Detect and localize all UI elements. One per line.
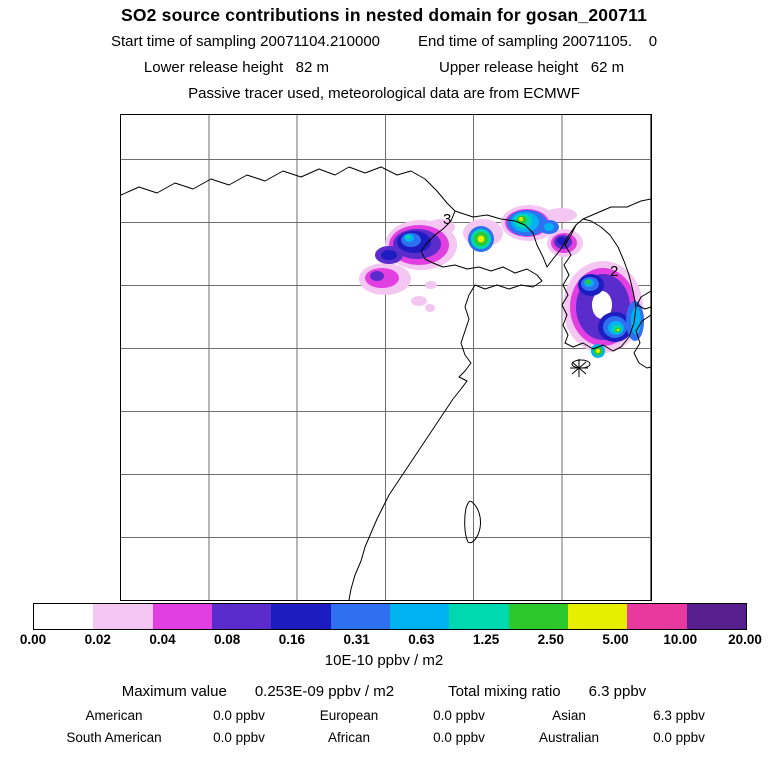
colorbar-tick-label: 5.00: [602, 632, 629, 647]
region-value: 0.0 ppbv: [433, 730, 485, 745]
region-name: Asian: [552, 708, 586, 723]
region-value: 0.0 ppbv: [213, 708, 265, 723]
colorbar-tick-label: 2.50: [537, 632, 564, 647]
source-marker-2: 2: [610, 263, 619, 280]
region-value: 6.3 ppbv: [653, 708, 705, 723]
total-mixing-ratio-label: Total mixing ratio: [448, 683, 561, 700]
tracer-note-row: Passive tracer used, meteorological data…: [0, 85, 768, 102]
colorbar-tick-label: 0.31: [343, 632, 370, 647]
colorbar-segment: [330, 604, 390, 629]
end-time-text: End time of sampling 20071105. 0: [418, 33, 658, 50]
colorbar-tick-label: 10.00: [663, 632, 698, 647]
release-height-row: Lower release height 82 m Upper release …: [0, 59, 768, 76]
colorbar-tick-label: 0.16: [278, 632, 306, 647]
colorbar-segment: [567, 604, 628, 629]
upper-release-height-text: Upper release height 62 m: [439, 59, 625, 76]
colorbar-tick-label: 1.25: [472, 632, 500, 647]
map-canvas: [121, 166, 651, 600]
sampling-time-row: Start time of sampling 20071104.210000 E…: [0, 33, 768, 50]
colorbar-segment: [152, 604, 212, 629]
colorbar-segment: [508, 604, 568, 629]
colorbar-segment: [93, 604, 153, 629]
page-title: SO2 source contributions in nested domai…: [120, 5, 648, 25]
source-marker-3: 3: [443, 211, 452, 228]
colorbar-tick-label: 0.00: [19, 632, 47, 647]
colorbar-segment: [627, 604, 687, 629]
colorbar-segment: [271, 604, 331, 629]
maximum-value: 0.253E-09 ppbv / m2: [254, 683, 395, 700]
colorbar-segment: [34, 604, 94, 629]
summary-stats-row: Maximum value 0.253E-09 ppbv / m2 Total …: [0, 683, 768, 700]
colorbar-tick-label: 20.00: [728, 632, 762, 647]
colorbar-segment: [686, 604, 746, 629]
colorbar-tick-label: 0.08: [214, 632, 241, 647]
region-name: American: [85, 708, 143, 723]
coastline-paths: [121, 166, 651, 600]
concentration-plumes: [359, 205, 644, 358]
region-stats: American 0.0 ppbv European 0.0 ppbv Asian 6.3…: [39, 708, 729, 745]
lower-release-height-text: Lower release height 82 m: [143, 59, 329, 76]
receptor-star-icon: [570, 359, 588, 377]
region-name: African: [327, 730, 371, 745]
colorbar-tick-label: 0.04: [149, 632, 176, 647]
colorbar-tick-label: 0.02: [84, 632, 111, 647]
region-value: 0.0 ppbv: [653, 730, 705, 745]
colorbar-segment: [389, 604, 450, 629]
region-name: South American: [66, 730, 162, 745]
map-panel: 3 2: [120, 114, 652, 601]
region-value: 0.0 ppbv: [433, 708, 485, 723]
colorbar-tick-label: 0.63: [408, 632, 435, 647]
colorbar-segment: [211, 604, 272, 629]
start-time-text: Start time of sampling 20071104.210000: [110, 33, 381, 50]
region-name: European: [319, 708, 379, 723]
maximum-value-label: Maximum value: [121, 683, 227, 700]
colorbar-segments: [33, 603, 747, 630]
region-value: 0.0 ppbv: [213, 730, 265, 745]
colorbar-units-label: 10E-10 ppbv / m2: [324, 652, 444, 669]
tracer-note-text: Passive tracer used, meteorological data…: [188, 85, 580, 102]
colorbar-segment: [449, 604, 509, 629]
colorbar-ticks: 0.00 0.02 0.04 0.08 0.16 0.31 0.63 1.25 2.50 5.00…: [20, 632, 762, 649]
region-name: Australian: [538, 730, 600, 745]
total-mixing-ratio-value: 6.3 ppbv: [588, 683, 647, 700]
